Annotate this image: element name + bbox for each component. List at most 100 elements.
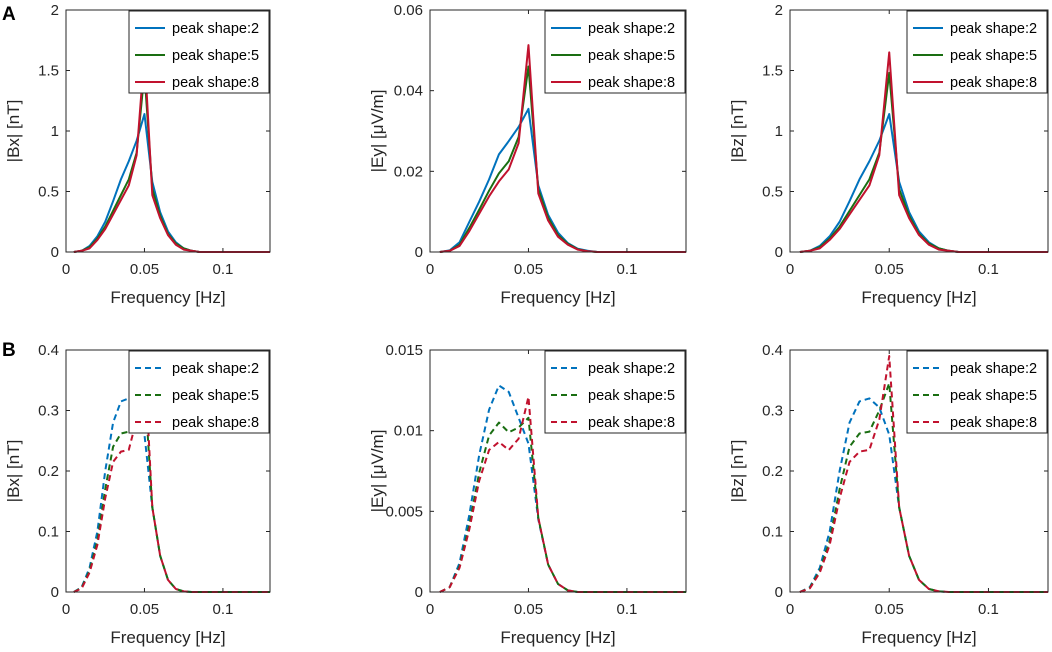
- legend-box: [544, 350, 686, 434]
- y-tick-label: 0.1: [762, 524, 783, 541]
- y-tick-label: 1: [775, 123, 783, 140]
- x-tick-label: 0.1: [978, 601, 999, 618]
- legend-label: peak shape:5: [172, 48, 259, 64]
- legend: peak shape:2 peak shape:5 peak shape:8: [544, 350, 686, 434]
- x-tick-label: 0.1: [616, 601, 637, 618]
- y-tick-label: 0.2: [762, 463, 783, 480]
- y-tick-label: 0.4: [38, 342, 59, 359]
- y-tick-label: 0.3: [762, 403, 783, 420]
- y-tick-label: 0.015: [385, 342, 423, 359]
- legend-label: peak shape:5: [588, 48, 675, 64]
- chart-1: 0 0.05 0.1 0 0.5 1 1.5 2 Frequency [Hz] |Bx| [nT]…: [4, 2, 271, 307]
- x-tick-label: 0.05: [875, 601, 904, 618]
- y-tick-label: 0.4: [762, 342, 783, 359]
- legend-label: peak shape:8: [950, 75, 1037, 91]
- x-tick-label: 0: [786, 261, 794, 278]
- chart-5: 0 0.05 0.1 0 0.005 0.01 0.015 Frequency [Hz] |Ey…: [368, 342, 687, 647]
- y-tick-label: 0.5: [38, 184, 59, 201]
- x-tick-label: 0: [786, 601, 794, 618]
- axes-frame: [429, 9, 687, 253]
- y-tick-label: 2: [775, 2, 783, 19]
- legend-label: peak shape:5: [172, 388, 259, 404]
- y-axis-label: |Ey| [μV/m]: [368, 430, 387, 513]
- chart-2: 0 0.05 0.1 0 0.02 0.04 0.06 Frequency [Hz] |Ey| …: [368, 2, 687, 307]
- x-tick-label: 0: [62, 261, 70, 278]
- legend-box: [544, 10, 686, 94]
- y-tick-label: 0.005: [385, 503, 423, 520]
- legend: peak shape:2 peak shape:5 peak shape:8: [544, 10, 686, 94]
- legend-label: peak shape:2: [172, 361, 259, 377]
- series-line-2: [799, 382, 1048, 593]
- panel-label-b: B: [2, 340, 16, 361]
- x-axis-label: Frequency [Hz]: [500, 288, 615, 307]
- y-axis-label: |Bx| [nT]: [4, 100, 23, 163]
- legend-label: peak shape:8: [172, 415, 259, 431]
- y-tick-label: 0: [415, 584, 423, 601]
- legend-box: [906, 10, 1048, 94]
- chart-3: 0 0.05 0.1 0 0.5 1 1.5 2 Frequency [Hz] |Bz| [nT]…: [728, 2, 1049, 307]
- series-line-1: [799, 397, 1048, 593]
- y-tick-label: 0.04: [394, 83, 423, 100]
- y-tick-label: 1.5: [38, 63, 59, 80]
- y-tick-label: 0.3: [38, 403, 59, 420]
- x-axis-label: Frequency [Hz]: [861, 288, 976, 307]
- x-tick-label: 0.05: [514, 261, 543, 278]
- legend-label: peak shape:5: [950, 388, 1037, 404]
- plots-container: 0 0.05 0.1 0 0.5 1 1.5 2 Frequency [Hz] |Bx| [nT]…: [4, 2, 1049, 647]
- legend: peak shape:2 peak shape:5 peak shape:8: [128, 350, 270, 434]
- y-tick-label: 1.5: [762, 63, 783, 80]
- legend: peak shape:2 peak shape:5 peak shape:8: [128, 10, 270, 94]
- y-tick-label: 1: [51, 123, 59, 140]
- x-tick-label: 0.05: [130, 601, 159, 618]
- y-tick-label: 0: [775, 584, 783, 601]
- y-tick-label: 2: [51, 2, 59, 19]
- legend: peak shape:2 peak shape:5 peak shape:8: [906, 10, 1048, 94]
- y-tick-label: 0.1: [38, 524, 59, 541]
- chart-6: 0 0.05 0.1 0 0.1 0.2 0.3 0.4 Frequency [Hz] |Bz| …: [728, 342, 1049, 647]
- panel-label-a: A: [2, 4, 16, 25]
- x-tick-label: 0.1: [616, 261, 637, 278]
- y-tick-label: 0: [775, 244, 783, 261]
- y-axis-label: |Ey| [μV/m]: [368, 90, 387, 173]
- axes-frame: [429, 349, 687, 593]
- legend-label: peak shape:2: [950, 21, 1037, 37]
- series-line-3: [439, 395, 686, 593]
- legend-label: peak shape:2: [950, 361, 1037, 377]
- legend-label: peak shape:8: [172, 75, 259, 91]
- y-tick-label: 0.01: [394, 423, 423, 440]
- legend-label: peak shape:5: [950, 48, 1037, 64]
- x-tick-label: 0: [426, 601, 434, 618]
- x-axis-label: Frequency [Hz]: [500, 628, 615, 647]
- x-tick-label: 0.05: [514, 601, 543, 618]
- legend-label: peak shape:8: [588, 75, 675, 91]
- x-tick-label: 0: [426, 261, 434, 278]
- legend-label: peak shape:8: [950, 415, 1037, 431]
- legend-box: [128, 10, 270, 94]
- y-tick-label: 0: [51, 244, 59, 261]
- x-tick-label: 0.05: [875, 261, 904, 278]
- y-tick-label: 0.5: [762, 184, 783, 201]
- legend-label: peak shape:2: [172, 21, 259, 37]
- x-tick-label: 0.1: [978, 261, 999, 278]
- legend: peak shape:2 peak shape:5 peak shape:8: [906, 350, 1048, 434]
- legend-label: peak shape:5: [588, 388, 675, 404]
- y-axis-label: |Bx| [nT]: [4, 440, 23, 503]
- x-tick-label: 0.1: [212, 601, 233, 618]
- legend-box: [128, 350, 270, 434]
- y-tick-label: 0: [415, 244, 423, 261]
- y-tick-label: 0.02: [394, 163, 423, 180]
- x-tick-label: 0: [62, 601, 70, 618]
- legend-label: peak shape:2: [588, 21, 675, 37]
- y-tick-label: 0: [51, 584, 59, 601]
- x-axis-label: Frequency [Hz]: [110, 628, 225, 647]
- legend-label: peak shape:2: [588, 361, 675, 377]
- legend-label: peak shape:8: [588, 415, 675, 431]
- x-tick-label: 0.1: [212, 261, 233, 278]
- legend-box: [906, 350, 1048, 434]
- x-axis-label: Frequency [Hz]: [110, 288, 225, 307]
- x-tick-label: 0.05: [130, 261, 159, 278]
- y-axis-label: |Bz| [nT]: [728, 100, 747, 163]
- y-tick-label: 0.2: [38, 463, 59, 480]
- x-axis-label: Frequency [Hz]: [861, 628, 976, 647]
